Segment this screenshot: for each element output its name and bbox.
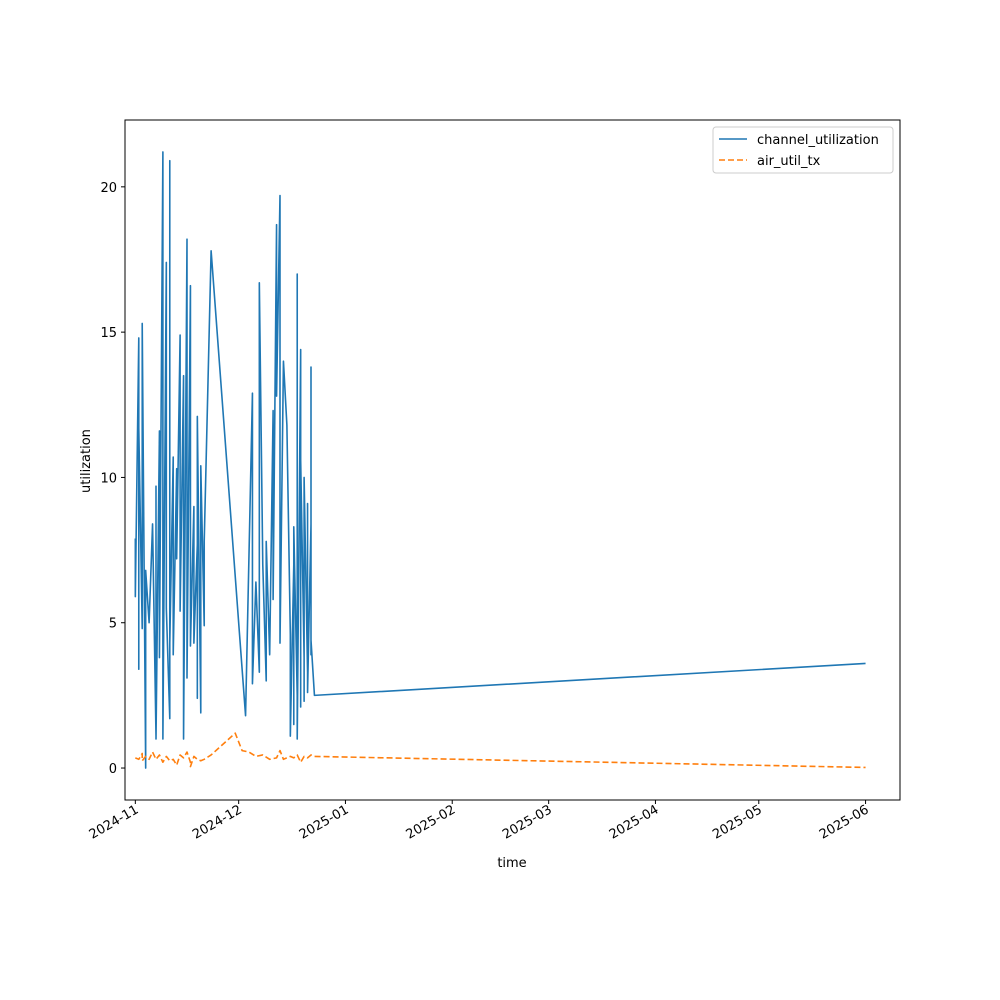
x-axis-label: time — [497, 856, 526, 871]
legend-box — [712, 126, 894, 174]
legend-label-air_util_tx: air_util_tx — [757, 154, 821, 169]
y-tick-label: 0 — [109, 762, 117, 777]
legend: channel_utilization air_util_tx — [712, 126, 894, 174]
y-axis-label: utilization — [79, 429, 94, 493]
legend-label-channel_utilization: channel_utilization — [757, 133, 879, 148]
y-tick-label: 5 — [109, 617, 117, 632]
series-layer — [134, 151, 866, 769]
plot-frame — [124, 119, 901, 801]
y-tick-label: 10 — [100, 471, 117, 486]
y-tick-label: 15 — [100, 326, 117, 341]
series-line-channel_utilization — [134, 151, 866, 769]
y-axis: 0 5 10 15 20 — [100, 181, 125, 777]
series-line-air_util_tx — [135, 732, 866, 769]
y-tick-label: 20 — [100, 181, 117, 196]
plot-area — [125, 120, 900, 800]
